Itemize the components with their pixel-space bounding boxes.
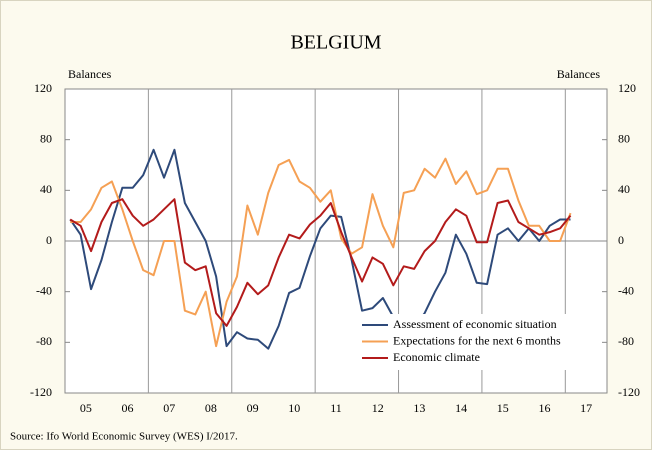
y2-tick-label: 0 bbox=[618, 233, 624, 247]
y-tick-label: -120 bbox=[30, 385, 52, 399]
y-tick-label: 0 bbox=[46, 233, 52, 247]
x-tick-label: 07 bbox=[163, 401, 175, 415]
legend-label: Economic climate bbox=[393, 350, 480, 364]
x-tick-label: 10 bbox=[288, 401, 300, 415]
y2-tick-label: -80 bbox=[618, 334, 634, 348]
y2-tick-label: 80 bbox=[618, 131, 630, 145]
x-tick-label: 12 bbox=[372, 401, 384, 415]
legend-label: Expectations for the next 6 months bbox=[393, 333, 561, 347]
legend-box bbox=[358, 314, 600, 370]
y-tick-label: 40 bbox=[40, 182, 52, 196]
x-tick-label: 16 bbox=[538, 401, 550, 415]
series-line bbox=[70, 157, 572, 348]
y2-tick-label: -40 bbox=[618, 283, 634, 297]
x-tick-label: 14 bbox=[455, 401, 467, 415]
y2-axis-label: Balances bbox=[557, 67, 601, 81]
x-tick-label: 05 bbox=[80, 401, 92, 415]
x-tick-label: 13 bbox=[413, 401, 425, 415]
x-tick-label: 06 bbox=[122, 401, 134, 415]
y-tick-label: 120 bbox=[34, 81, 52, 95]
x-tick-label: 15 bbox=[497, 401, 509, 415]
x-tick-label: 09 bbox=[247, 401, 259, 415]
legend-label: Assessment of economic situation bbox=[393, 317, 557, 331]
y-tick-label: -40 bbox=[36, 283, 52, 297]
y2-tick-label: 120 bbox=[618, 81, 636, 95]
x-tick-label: 08 bbox=[205, 401, 217, 415]
y2-tick-label: -120 bbox=[618, 385, 640, 399]
x-tick-label: 17 bbox=[580, 401, 592, 415]
y-tick-label: 80 bbox=[40, 131, 52, 145]
y-tick-label: -80 bbox=[36, 334, 52, 348]
source-note: Source: Ifo World Economic Survey (WES) … bbox=[10, 431, 238, 443]
y2-tick-label: 40 bbox=[618, 182, 630, 196]
series-line bbox=[69, 148, 571, 350]
chart-title: BELGIUM bbox=[290, 32, 381, 54]
series-line bbox=[69, 198, 572, 327]
y-axis-label: Balances bbox=[68, 67, 112, 81]
x-tick-label: 11 bbox=[330, 401, 342, 415]
